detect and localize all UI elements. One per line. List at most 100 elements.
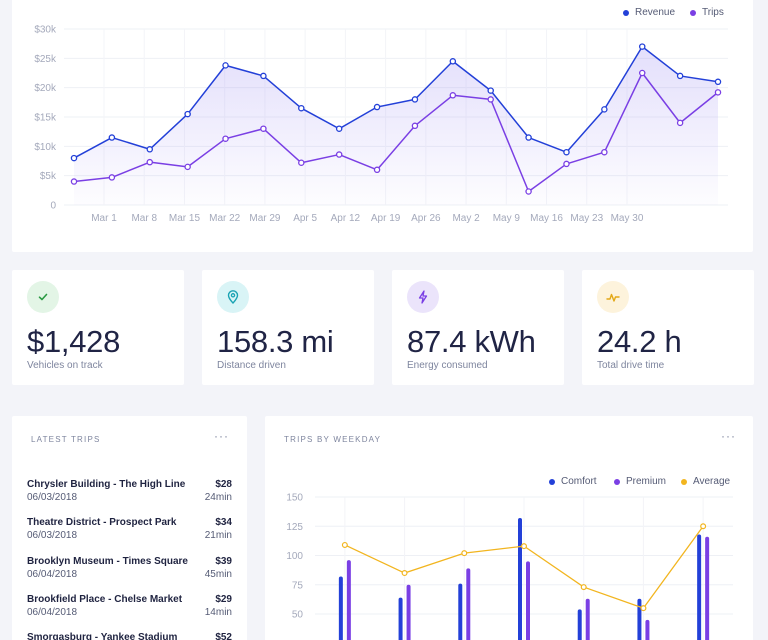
trip-duration: 21min <box>204 530 232 541</box>
trips-point <box>222 135 229 142</box>
trips-point <box>411 122 419 130</box>
trip-name: Brookfield Place - Chelse Market <box>27 594 183 605</box>
latest-trips-card: Latest Trips ··· Chrysler Building - The… <box>12 416 247 640</box>
x-tick-label: May 16 <box>530 213 563 224</box>
y-tick-label: 150 <box>286 493 303 504</box>
trip-date: 06/04/2018 <box>27 607 78 618</box>
premium-bar <box>526 561 530 640</box>
revenue-line <box>73 45 719 159</box>
legend-comfort-label: Comfort <box>561 476 597 487</box>
comfort-bar <box>577 609 582 640</box>
x-tick-label: May 2 <box>452 213 480 224</box>
trip-row[interactable]: Smorgasburg - Yankee Stadium $52 <box>27 632 232 640</box>
x-tick-label: Mar 1 <box>91 213 117 224</box>
trip-name: Brooklyn Museum - Times Square <box>27 556 188 567</box>
x-tick-label: May 9 <box>493 213 521 224</box>
stat-value: $1,428 <box>27 324 121 359</box>
trips-point <box>108 174 116 181</box>
trips-line <box>73 72 719 193</box>
revenue-trips-line-chart: 0 $5k $10k $15k $20k $25k $30k Mar 1 Mar 8 Mar 15… <box>34 25 728 224</box>
x-tick-label: May 23 <box>570 213 603 224</box>
y-tick-label: $30k <box>34 25 57 36</box>
legend-trips[interactable]: Trips <box>690 7 724 18</box>
average-point <box>341 541 348 548</box>
lightning-icon <box>407 281 439 313</box>
trip-row[interactable]: Brookfield Place - Chelse Market $29 06/… <box>27 594 232 626</box>
premium-bar <box>645 619 650 640</box>
trips-point <box>373 166 381 174</box>
average-point <box>521 543 528 550</box>
revenue-point <box>411 96 419 103</box>
x-tick-label: Apr 5 <box>293 213 317 224</box>
revenue-point <box>298 104 305 112</box>
average-point <box>640 605 647 612</box>
trip-name: Chrysler Building - The High Line <box>27 479 186 490</box>
trips-point <box>714 89 722 96</box>
trips-by-weekday-more-button[interactable]: ··· <box>721 429 736 443</box>
trip-row[interactable]: Chrysler Building - The High Line $28 06… <box>27 479 232 511</box>
x-tick-label: Apr 12 <box>331 213 361 224</box>
y-tick-label: 75 <box>292 580 304 591</box>
y-tick-label: $25k <box>34 54 57 65</box>
trips-point <box>146 158 154 166</box>
stat-card-energy: 87.4 kWh Energy consumed <box>392 270 564 385</box>
stat-card-distance: 158.3 mi Distance driven <box>202 270 374 385</box>
revenue-point <box>563 148 570 156</box>
trips-point <box>70 178 78 185</box>
trip-name: Smorgasburg - Yankee Stadium <box>27 632 178 640</box>
trips-point <box>335 151 343 158</box>
legend-trips-dot <box>690 9 696 16</box>
x-tick-label: Apr 19 <box>371 213 401 224</box>
stat-card-vehicles: $1,428 Vehicles on track <box>12 270 184 385</box>
trip-date: 06/03/2018 <box>27 492 78 503</box>
y-tick-label: 100 <box>286 551 303 562</box>
trips-point <box>449 92 457 99</box>
legend-average-label: Average <box>693 476 731 487</box>
legend-premium[interactable]: Premium <box>614 476 666 487</box>
trip-name: Theatre District - Prospect Park <box>27 517 177 528</box>
trips-point <box>638 69 646 77</box>
stat-label: Distance driven <box>217 360 286 371</box>
trips-point <box>525 188 532 195</box>
comfort-bar <box>637 598 642 640</box>
x-tick-label: May 30 <box>611 213 644 224</box>
y-tick-label: $10k <box>34 142 57 153</box>
trip-price: $29 <box>215 594 232 605</box>
trips-point <box>601 148 608 156</box>
stat-label: Vehicles on track <box>27 360 103 371</box>
revenue-point <box>108 134 116 141</box>
x-tick-label: Apr 26 <box>411 213 441 224</box>
legend-revenue[interactable]: Revenue <box>623 7 675 18</box>
check-icon <box>27 281 59 313</box>
revenue-point <box>373 103 381 111</box>
stat-label: Total drive time <box>597 360 665 371</box>
trip-row[interactable]: Brooklyn Museum - Times Square $39 06/04… <box>27 556 232 588</box>
trip-row[interactable]: Theatre District - Prospect Park $34 06/… <box>27 517 232 549</box>
comfort-bar <box>398 597 403 640</box>
y-tick-label: 0 <box>50 201 56 212</box>
trips-point <box>260 125 267 132</box>
trips-point <box>184 163 191 171</box>
comfort-bar <box>458 583 463 640</box>
stat-card-drive-time: 24.2 h Total drive time <box>582 270 754 385</box>
trip-price: $34 <box>215 517 232 528</box>
premium-bar <box>466 568 471 640</box>
trip-price: $39 <box>215 556 232 567</box>
revenue-point <box>184 110 191 118</box>
revenue-point <box>260 72 267 80</box>
revenue-point <box>601 106 608 113</box>
stat-label: Energy consumed <box>407 360 488 371</box>
trip-price: $28 <box>215 479 232 490</box>
average-point <box>401 570 408 577</box>
revenue-point <box>70 154 78 162</box>
premium-bar <box>406 584 411 640</box>
comfort-bar <box>697 534 702 640</box>
legend-average[interactable]: Average <box>681 476 730 487</box>
latest-trips-more-button[interactable]: ··· <box>214 429 229 443</box>
legend-comfort[interactable]: Comfort <box>549 476 597 487</box>
y-tick-label: $5k <box>40 171 57 182</box>
trips-by-weekday-title: Trips by Weekday <box>284 435 382 444</box>
revenue-point <box>335 125 343 132</box>
premium-bar <box>585 598 590 640</box>
trip-duration: 45min <box>204 569 232 580</box>
